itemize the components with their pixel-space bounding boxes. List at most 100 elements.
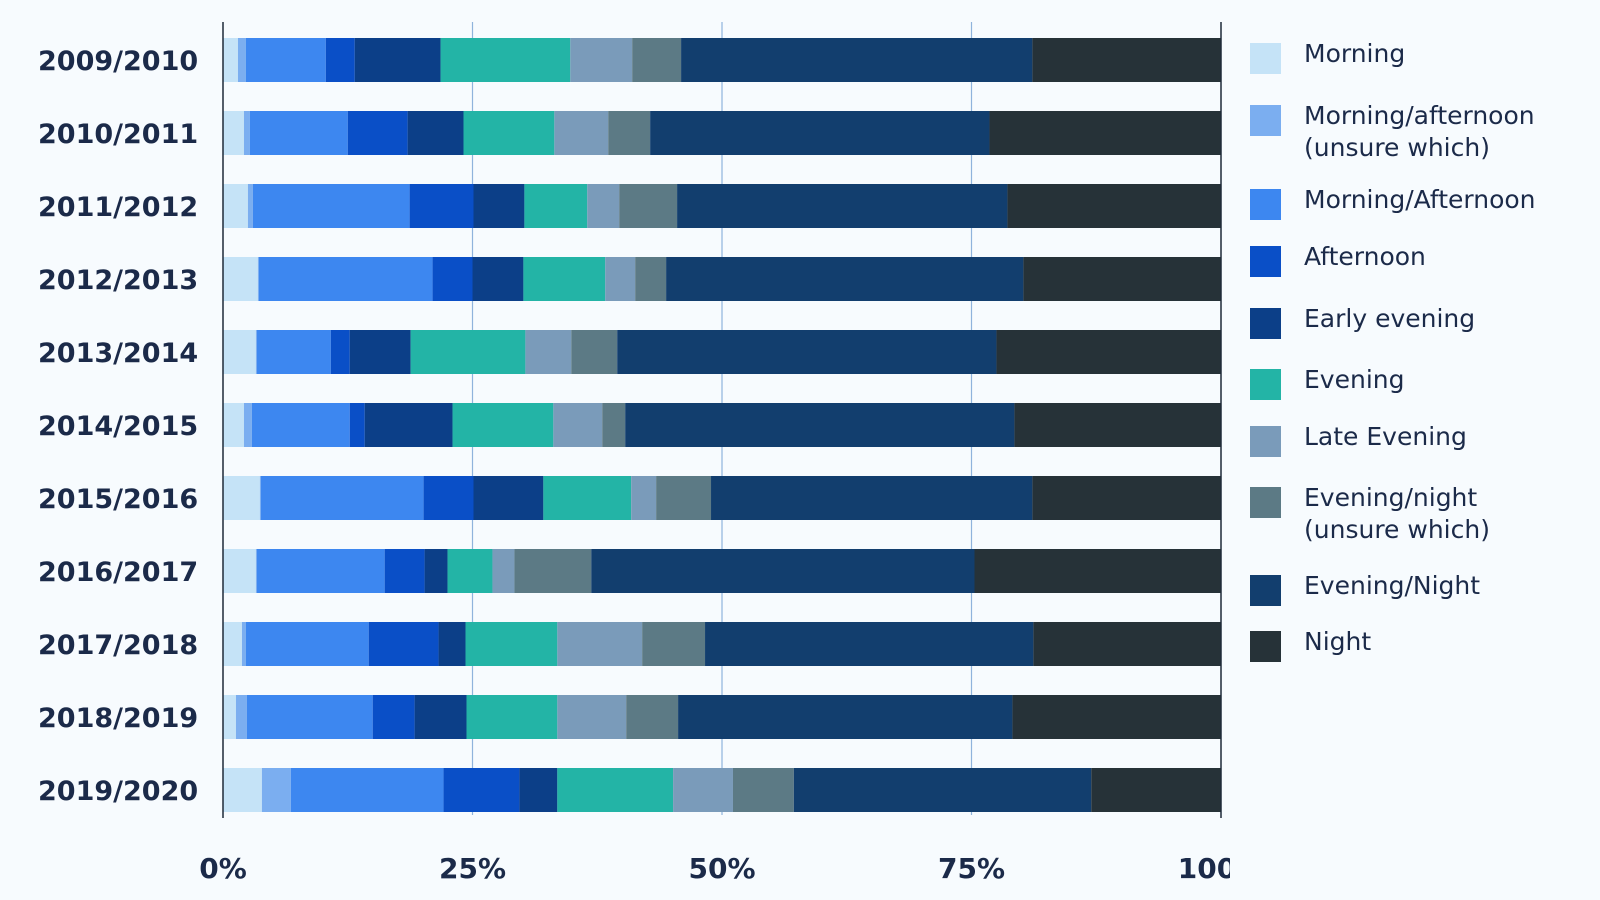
category-label: 2015/2016 (38, 484, 198, 515)
legend-label: Night (1304, 627, 1372, 656)
bar-segment (252, 184, 410, 228)
bar-segment (407, 111, 464, 155)
bar-segment (492, 549, 515, 593)
category-label: 2012/2013 (38, 265, 198, 296)
bar-segment (519, 768, 558, 812)
bar-segment (423, 476, 474, 520)
bar-segment (514, 549, 592, 593)
bar-segment (223, 184, 248, 228)
bar-segment (705, 622, 1034, 666)
legend-swatch (1250, 487, 1281, 518)
bar-segment (235, 695, 247, 739)
bar-segment (223, 111, 244, 155)
bar-segment (642, 622, 706, 666)
bar-segment (259, 476, 261, 520)
bar-segment (223, 38, 238, 82)
bar-segment (989, 111, 1221, 155)
bar-segment (364, 403, 453, 447)
legend-swatch (1250, 189, 1281, 220)
category-label: 2011/2012 (38, 192, 198, 223)
bar-segment (557, 622, 643, 666)
bar-segment (245, 622, 369, 666)
x-tick-label: 100% (1178, 852, 1230, 885)
bar-segment (681, 38, 1033, 82)
category-label: 2016/2017 (38, 557, 198, 588)
bar-segment (257, 257, 259, 301)
legend-item: Early evening (1250, 303, 1595, 339)
bar-segment (711, 476, 1033, 520)
legend-item: Morning (1250, 38, 1595, 74)
category-label: 2009/2010 (38, 46, 198, 77)
bar-segment (256, 330, 331, 374)
legend-item: Morning/afternoon (unsure which) (1250, 100, 1595, 164)
bar-segment (223, 476, 260, 520)
bar-segment (608, 111, 651, 155)
bar-segment (678, 695, 1013, 739)
bar-segment (1032, 476, 1221, 520)
bar-segment (617, 330, 997, 374)
bar-segment (553, 403, 603, 447)
bar-segment (261, 768, 291, 812)
bar-segment (626, 695, 679, 739)
bar-segment (974, 549, 1221, 593)
bar-segment (1023, 257, 1221, 301)
x-tick-labels: 0% 25% 50% 75% 100% (199, 852, 1230, 885)
bar-segment (465, 622, 558, 666)
bar-segment (354, 38, 441, 82)
category-label: 2014/2015 (38, 411, 198, 442)
bar-segment (245, 38, 326, 82)
legend-swatch (1250, 426, 1281, 457)
bar-segment (223, 768, 262, 812)
legend-item: Night (1250, 626, 1595, 662)
bar-segment (666, 257, 1024, 301)
bar-segment (290, 768, 444, 812)
legend-item: Late Evening (1250, 421, 1595, 457)
bar-segment (241, 622, 246, 666)
bar-segment (349, 330, 411, 374)
bar-segment (1033, 622, 1221, 666)
legend-swatch (1250, 43, 1281, 74)
bar-segment (410, 330, 526, 374)
legend-label: Early evening (1304, 304, 1476, 333)
legend-swatch (1250, 631, 1281, 662)
bar-segment (414, 695, 467, 739)
bar-segment (258, 257, 433, 301)
bar-segment (438, 622, 466, 666)
bar-segment (793, 768, 1092, 812)
bar-segment (325, 38, 355, 82)
category-label: 2010/2011 (38, 119, 198, 150)
legend-swatch (1250, 105, 1281, 136)
bar-segment (237, 38, 246, 82)
bar-segment (587, 184, 620, 228)
x-tick-label: 0% (199, 852, 247, 885)
bar-segment (1007, 184, 1221, 228)
bar-segment (1014, 403, 1221, 447)
bar-segment (554, 111, 609, 155)
x-tick-label: 50% (688, 852, 755, 885)
legend-label: Late Evening (1304, 422, 1467, 451)
bar-segment (330, 330, 350, 374)
bars (223, 38, 1221, 812)
bar-segment (260, 476, 424, 520)
legend-label: Morning (1304, 39, 1406, 68)
bar-segment (247, 184, 253, 228)
legend-item: Afternoon (1250, 241, 1595, 277)
bar-segment (432, 257, 473, 301)
bar-segment (523, 257, 606, 301)
bar-segment (452, 403, 554, 447)
bar-segment (473, 476, 544, 520)
bar-segment (570, 38, 633, 82)
bar-segment (251, 403, 350, 447)
legend-swatch (1250, 575, 1281, 606)
legend-label: Morning/afternoon (unsure which) (1304, 101, 1535, 162)
legend-swatch (1250, 308, 1281, 339)
bar-segment (384, 549, 425, 593)
legend-item: Evening (1250, 364, 1595, 400)
category-label: 2019/2020 (38, 776, 198, 807)
bar-segment (1032, 38, 1221, 82)
axes (222, 22, 1222, 818)
bar-segment (557, 768, 674, 812)
bar-segment (557, 695, 627, 739)
legend-label: Morning/Afternoon (1304, 185, 1536, 214)
bar-segment (591, 549, 975, 593)
